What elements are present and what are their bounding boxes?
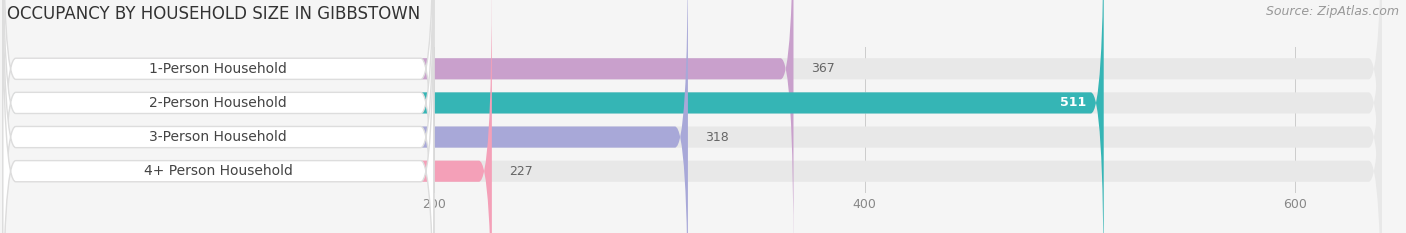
FancyBboxPatch shape: [3, 0, 1382, 233]
FancyBboxPatch shape: [3, 0, 433, 233]
FancyBboxPatch shape: [3, 0, 1104, 233]
Text: 3-Person Household: 3-Person Household: [149, 130, 287, 144]
Text: 4+ Person Household: 4+ Person Household: [143, 164, 292, 178]
Text: 367: 367: [811, 62, 835, 75]
FancyBboxPatch shape: [3, 0, 433, 233]
Text: Source: ZipAtlas.com: Source: ZipAtlas.com: [1265, 5, 1399, 18]
Text: OCCUPANCY BY HOUSEHOLD SIZE IN GIBBSTOWN: OCCUPANCY BY HOUSEHOLD SIZE IN GIBBSTOWN: [7, 5, 420, 23]
FancyBboxPatch shape: [3, 0, 1382, 233]
Text: 318: 318: [706, 130, 728, 144]
FancyBboxPatch shape: [3, 0, 492, 233]
FancyBboxPatch shape: [3, 0, 1382, 233]
FancyBboxPatch shape: [3, 0, 1382, 233]
Text: 2-Person Household: 2-Person Household: [149, 96, 287, 110]
FancyBboxPatch shape: [3, 0, 688, 233]
FancyBboxPatch shape: [3, 0, 433, 233]
FancyBboxPatch shape: [3, 0, 433, 233]
Text: 227: 227: [509, 165, 533, 178]
Text: 1-Person Household: 1-Person Household: [149, 62, 287, 76]
Text: 511: 511: [1060, 96, 1087, 110]
FancyBboxPatch shape: [3, 0, 793, 233]
